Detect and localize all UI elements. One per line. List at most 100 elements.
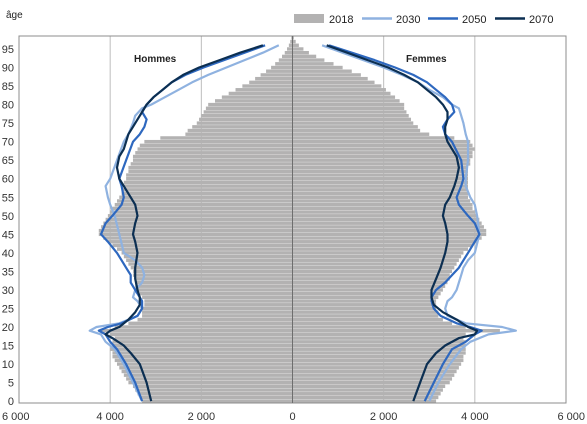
x-tick-0: 6 000: [2, 411, 30, 423]
bar-men-age-92: [278, 58, 293, 62]
line-2070-women: [326, 44, 479, 402]
y-tick-85: 85: [2, 81, 14, 93]
bar-women-age-49: [292, 217, 480, 222]
bar-men-age-10: [117, 362, 293, 366]
y-tick-60: 60: [2, 174, 14, 186]
bar-men-age-60: [126, 177, 293, 181]
bar-men-age-73: [187, 128, 293, 133]
bar-men-age-12: [112, 354, 293, 359]
bar-women-age-88: [292, 73, 361, 77]
bar-men-age-19: [101, 329, 293, 333]
bar-women-age-13: [292, 351, 466, 355]
bar-men-age-32: [135, 280, 293, 285]
bar-men-age-25: [142, 306, 293, 311]
y-tick-labels: 0 5 10 15 20 25 30 35 40 45 50 55 60 65 70 75 80 85 90 95: [2, 44, 14, 408]
men-label: Hommes: [134, 54, 177, 65]
bar-women-age-40: [292, 251, 464, 255]
bar-women-age-33: [292, 277, 450, 281]
bar-women-age-42: [292, 243, 473, 248]
bar-women-age-60: [292, 177, 468, 181]
bar-men-age-0: [142, 399, 293, 403]
bar-men-age-91: [275, 62, 293, 66]
bar-men-age-87: [255, 76, 293, 81]
bar-men-age-78: [203, 110, 293, 114]
y-tick-80: 80: [2, 100, 14, 112]
bar-women-age-68: [292, 147, 475, 151]
bar-women-age-78: [292, 110, 407, 114]
bar-men-age-95: [287, 47, 293, 51]
bar-women-age-21: [292, 321, 453, 326]
bar-men-age-58: [123, 184, 293, 188]
bar-women-age-24: [292, 310, 439, 314]
bar-women-age-34: [292, 273, 450, 277]
bar-men-age-7: [123, 373, 293, 377]
bar-men-age-6: [126, 377, 293, 381]
bar-men-age-70: [144, 139, 293, 144]
bar-women-age-77: [292, 113, 409, 118]
bar-men-age-33: [135, 277, 293, 281]
y-tick-5: 5: [8, 378, 14, 390]
bar-men-age-40: [121, 251, 293, 255]
bar-men-age-22: [137, 317, 293, 322]
bar-women-age-95: [292, 47, 304, 51]
bar-women-age-69: [292, 143, 473, 148]
bar-women-age-51: [292, 210, 475, 214]
bar-women-age-10: [292, 362, 462, 366]
bar-men-age-76: [199, 117, 293, 122]
x-tick-labels: 6 000 4 000 2 000 0 2 000 4 000 6 000: [2, 411, 585, 423]
bar-women-age-14: [292, 347, 466, 351]
bar-men-age-74: [192, 125, 293, 129]
bar-men-age-41: [117, 247, 293, 251]
bar-women-age-89: [292, 69, 352, 73]
bar-women-age-30: [292, 288, 443, 292]
bar-women-age-35: [292, 269, 453, 274]
bar-women-age-28: [292, 295, 439, 300]
legend-label-2070: 2070: [529, 14, 553, 26]
bar-women-age-87: [292, 76, 368, 81]
bar-men-age-37: [128, 262, 293, 266]
bar-men-age-79: [205, 106, 293, 110]
bar-men-age-89: [266, 69, 293, 73]
y-tick-25: 25: [2, 303, 14, 315]
bar-women-age-50: [292, 214, 478, 218]
bar-women-age-29: [292, 291, 441, 296]
bar-women-age-26: [292, 303, 437, 307]
bar-women-age-22: [292, 317, 443, 322]
bar-women-age-96: [292, 43, 299, 47]
bar-men-age-96: [288, 43, 293, 47]
bar-women-age-12: [292, 354, 464, 359]
bar-men-age-5: [128, 380, 293, 385]
women-label: Femmes: [406, 54, 447, 65]
y-tick-75: 75: [2, 118, 14, 130]
bar-women-age-66: [292, 154, 473, 159]
axes: [18, 35, 567, 404]
bar-women-age-44: [292, 236, 482, 240]
bar-women-age-19: [292, 329, 500, 333]
y-tick-90: 90: [2, 63, 14, 75]
bar-men-age-61: [126, 173, 293, 177]
bar-men-age-90: [271, 65, 293, 70]
y-tick-0: 0: [8, 396, 14, 408]
bar-women-age-23: [292, 314, 439, 318]
bar-women-age-71: [292, 136, 455, 140]
bar-women-age-91: [292, 62, 334, 66]
y-tick-55: 55: [2, 192, 14, 204]
projection-lines: [88, 44, 518, 402]
bar-women-age-2: [292, 392, 441, 396]
y-tick-40: 40: [2, 248, 14, 260]
bar-women-age-5: [292, 380, 450, 385]
bar-men-age-36: [130, 265, 293, 270]
bar-women-age-65: [292, 158, 471, 162]
bar-women-age-54: [292, 199, 471, 203]
bar-women-age-92: [292, 58, 325, 62]
bar-men-age-43: [107, 240, 293, 244]
bar-women-age-94: [292, 50, 309, 55]
bar-men-age-69: [139, 143, 293, 148]
bar-women-age-6: [292, 377, 453, 381]
bar-women-age-81: [292, 99, 400, 103]
bar-men-age-57: [121, 188, 293, 192]
bar-women-age-39: [292, 254, 462, 259]
legend-swatch-2018: [294, 14, 324, 23]
bar-men-age-54: [117, 199, 293, 203]
